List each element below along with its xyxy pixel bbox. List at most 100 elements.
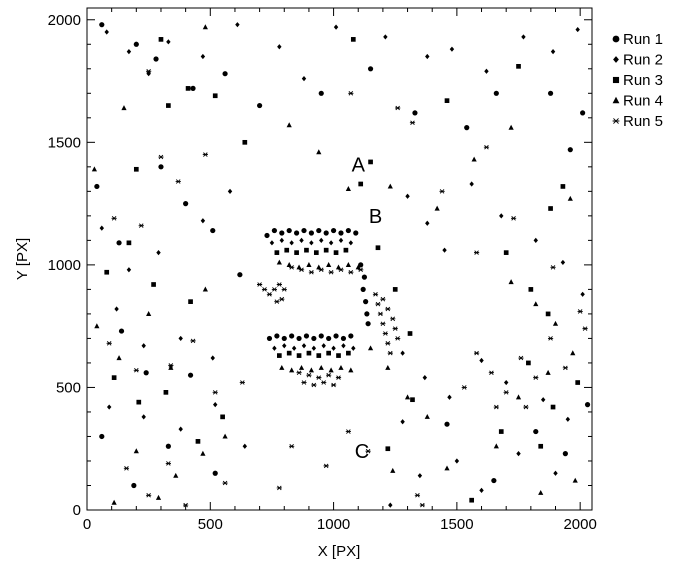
data-point-run-2 xyxy=(126,49,132,55)
data-point-run-2 xyxy=(422,375,428,381)
data-point-run-2 xyxy=(550,49,556,55)
data-point-run-4 xyxy=(390,467,396,473)
data-point-run-4 xyxy=(222,433,228,439)
data-point-run-3 xyxy=(133,166,139,172)
data-point-run-1 xyxy=(318,333,324,339)
data-point-run-2 xyxy=(479,357,484,364)
data-point-run-5 xyxy=(138,223,144,228)
data-point-run-3 xyxy=(548,206,553,211)
data-point-run-3 xyxy=(284,247,290,253)
data-point-run-5 xyxy=(419,502,425,508)
data-point-run-4 xyxy=(276,259,282,265)
data-point-run-4 xyxy=(572,477,578,483)
data-point-run-2 xyxy=(166,39,171,45)
data-point-run-3 xyxy=(296,353,302,358)
data-point-run-1 xyxy=(323,230,329,236)
data-point-run-3 xyxy=(212,93,218,99)
data-point-run-5 xyxy=(239,380,245,385)
data-point-run-3 xyxy=(538,443,544,449)
data-point-run-1 xyxy=(274,333,280,339)
data-point-run-4 xyxy=(200,450,206,456)
data-point-run-5 xyxy=(202,152,208,157)
data-point-run-5 xyxy=(328,269,334,275)
data-point-run-4 xyxy=(508,279,514,285)
data-point-run-1 xyxy=(330,227,337,234)
data-point-run-2 xyxy=(400,419,405,425)
data-point-run-3 xyxy=(274,250,280,255)
data-point-run-5 xyxy=(274,299,280,304)
data-point-run-5 xyxy=(306,372,312,378)
legend-marker-run-2 xyxy=(613,56,619,63)
data-point-run-3 xyxy=(185,86,191,91)
data-point-run-4 xyxy=(202,24,208,30)
data-point-run-2 xyxy=(210,355,215,361)
data-point-run-5 xyxy=(111,216,117,221)
data-point-run-2 xyxy=(301,75,307,82)
data-point-run-5 xyxy=(321,380,327,385)
data-point-run-2 xyxy=(516,451,521,457)
data-point-run-4 xyxy=(318,364,324,370)
y-tick-label: 1000 xyxy=(48,257,81,274)
data-point-run-5 xyxy=(261,287,268,292)
data-point-run-3 xyxy=(316,353,322,358)
data-point-run-2 xyxy=(521,34,526,40)
x-tick-label: 1500 xyxy=(440,516,473,533)
data-point-run-1 xyxy=(143,370,149,376)
data-point-run-2 xyxy=(341,343,346,349)
data-point-run-2 xyxy=(279,237,285,243)
data-point-run-5 xyxy=(326,372,332,378)
data-point-run-1 xyxy=(326,335,332,342)
data-point-run-1 xyxy=(99,433,105,440)
data-point-run-2 xyxy=(469,181,474,187)
data-point-run-2 xyxy=(99,225,105,231)
data-point-run-1 xyxy=(584,401,591,408)
data-point-run-3 xyxy=(503,250,509,255)
data-point-run-1 xyxy=(210,227,216,234)
data-point-run-3 xyxy=(350,37,356,42)
data-point-run-2 xyxy=(126,267,132,273)
data-point-run-5 xyxy=(123,466,130,471)
data-point-run-1 xyxy=(289,333,295,339)
data-point-run-1 xyxy=(183,201,189,207)
data-point-run-1 xyxy=(464,125,470,131)
data-point-run-4 xyxy=(567,195,573,201)
data-point-run-2 xyxy=(442,247,447,253)
data-point-run-3 xyxy=(306,350,312,356)
data-point-run-5 xyxy=(385,341,391,346)
data-point-run-3 xyxy=(188,299,193,304)
data-point-run-5 xyxy=(348,269,354,275)
data-point-run-1 xyxy=(367,66,374,72)
data-point-run-2 xyxy=(333,24,339,30)
data-point-run-5 xyxy=(266,292,273,297)
data-point-run-1 xyxy=(311,335,317,342)
data-point-run-2 xyxy=(141,343,146,349)
data-point-run-2 xyxy=(533,237,538,243)
data-point-run-4 xyxy=(552,320,559,326)
data-point-run-2 xyxy=(454,458,460,464)
data-point-run-5 xyxy=(279,296,285,302)
data-point-run-2 xyxy=(560,259,566,266)
data-point-run-4 xyxy=(168,364,174,370)
data-point-run-5 xyxy=(296,370,302,376)
data-point-run-1 xyxy=(308,230,314,236)
data-point-run-5 xyxy=(523,404,529,410)
legend-marker-run-4 xyxy=(612,96,620,104)
data-point-run-4 xyxy=(538,489,544,495)
data-point-run-4 xyxy=(298,364,305,370)
data-point-run-2 xyxy=(499,213,504,219)
data-point-run-5 xyxy=(395,336,401,341)
data-point-run-1 xyxy=(333,333,339,339)
data-point-run-2 xyxy=(405,193,410,199)
data-point-run-5 xyxy=(387,350,393,356)
data-point-run-4 xyxy=(111,499,117,505)
data-point-run-5 xyxy=(345,429,351,434)
data-point-run-5 xyxy=(348,91,354,96)
data-point-run-4 xyxy=(289,367,295,373)
data-point-run-1 xyxy=(158,164,164,170)
data-point-run-5 xyxy=(483,144,490,150)
data-point-run-2 xyxy=(178,426,183,432)
data-point-run-1 xyxy=(360,286,366,292)
legend-label: Run 1 xyxy=(623,31,663,48)
data-point-run-4 xyxy=(493,443,499,449)
